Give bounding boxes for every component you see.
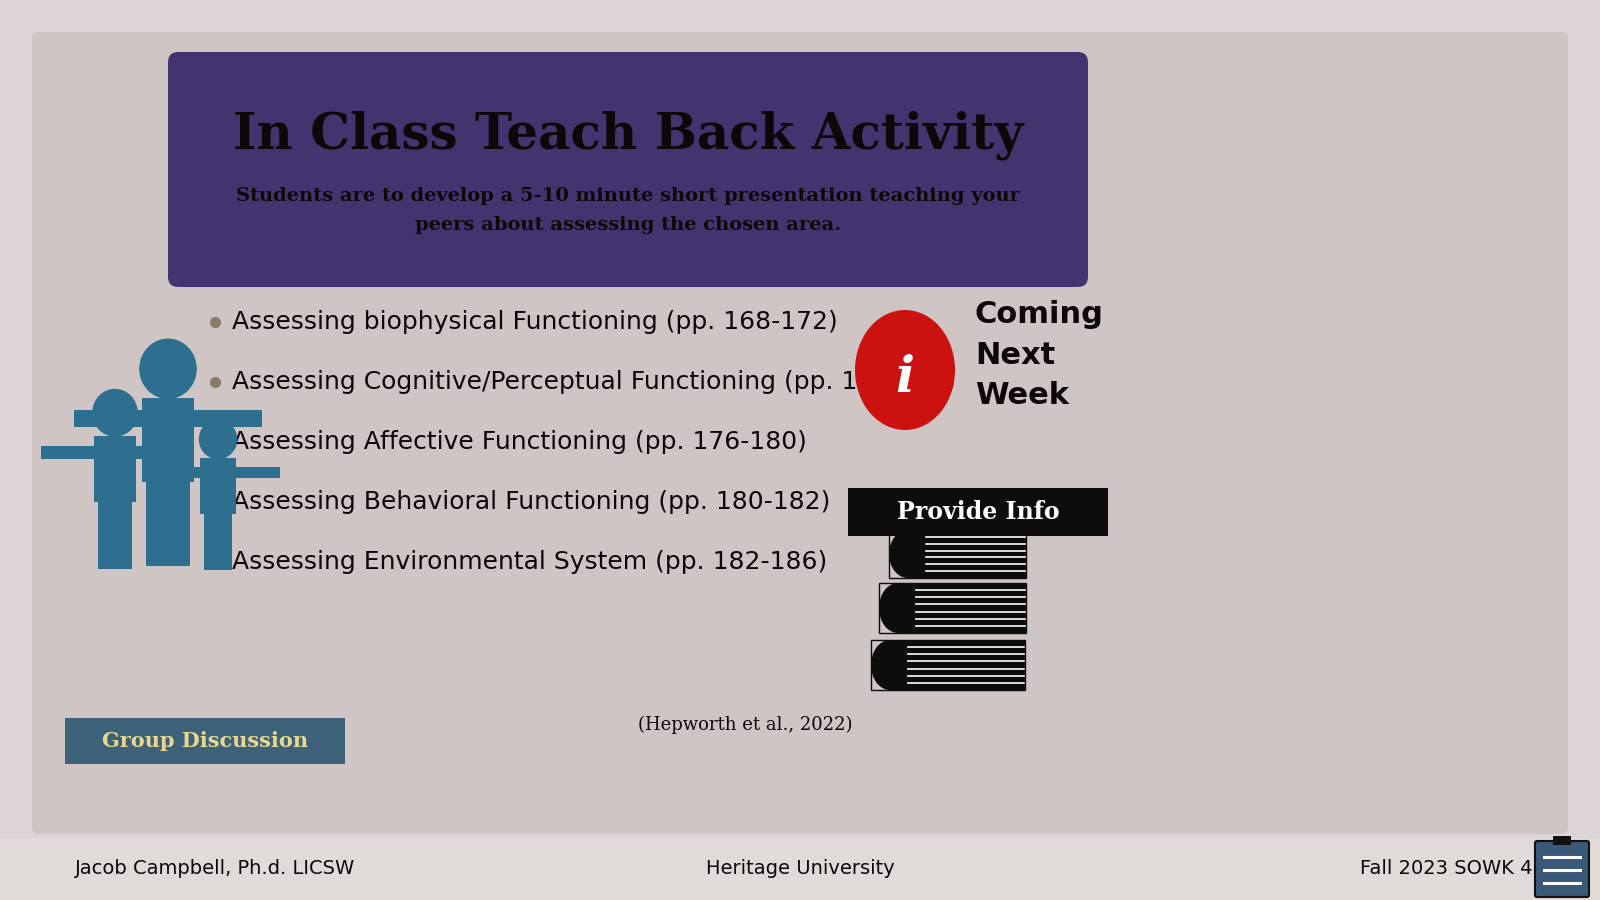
Bar bbox=[98, 502, 115, 569]
Bar bbox=[66, 718, 346, 764]
Bar bbox=[136, 446, 189, 459]
Bar bbox=[147, 482, 168, 565]
Text: (Hepworth et al., 2022): (Hepworth et al., 2022) bbox=[638, 716, 853, 734]
Text: Jacob Campbell, Ph.d. LICSW: Jacob Campbell, Ph.d. LICSW bbox=[75, 860, 355, 878]
Bar bbox=[168, 482, 189, 565]
Text: Group Discussion: Group Discussion bbox=[102, 731, 309, 751]
Text: Assessing Behavioral Functioning (pp. 180-182): Assessing Behavioral Functioning (pp. 18… bbox=[232, 490, 830, 514]
Bar bbox=[1554, 836, 1571, 845]
Bar bbox=[195, 410, 262, 427]
Bar bbox=[878, 583, 1026, 633]
Ellipse shape bbox=[93, 389, 138, 436]
Bar bbox=[218, 515, 232, 571]
Bar bbox=[0, 838, 1600, 900]
Text: Provide Info: Provide Info bbox=[896, 500, 1059, 524]
Ellipse shape bbox=[890, 530, 926, 578]
Ellipse shape bbox=[878, 583, 917, 633]
Bar bbox=[94, 436, 136, 502]
Bar bbox=[848, 488, 1107, 536]
Bar bbox=[870, 640, 1026, 690]
Bar bbox=[115, 502, 133, 569]
Bar bbox=[200, 458, 235, 515]
FancyBboxPatch shape bbox=[1534, 841, 1589, 897]
Bar bbox=[74, 410, 141, 427]
Text: Students are to develop a 5-10 minute short presentation teaching your: Students are to develop a 5-10 minute sh… bbox=[237, 187, 1019, 205]
Ellipse shape bbox=[198, 419, 237, 459]
Text: Assessing biophysical Functioning (pp. 168-172): Assessing biophysical Functioning (pp. 1… bbox=[232, 310, 838, 334]
Text: In Class Teach Back Activity: In Class Teach Back Activity bbox=[234, 111, 1022, 160]
Bar bbox=[235, 467, 280, 478]
Text: Assessing Environmental System (pp. 182-186): Assessing Environmental System (pp. 182-… bbox=[232, 550, 827, 574]
Bar bbox=[898, 583, 1026, 633]
Ellipse shape bbox=[854, 310, 955, 430]
Bar bbox=[42, 446, 94, 459]
Ellipse shape bbox=[139, 338, 197, 399]
FancyBboxPatch shape bbox=[32, 32, 1568, 834]
Bar bbox=[890, 530, 1026, 578]
FancyBboxPatch shape bbox=[168, 52, 1088, 287]
Bar bbox=[890, 640, 1026, 690]
Bar bbox=[141, 398, 194, 482]
Ellipse shape bbox=[870, 640, 909, 690]
Bar bbox=[155, 467, 200, 478]
Text: Coming
Next
Week: Coming Next Week bbox=[974, 300, 1104, 410]
Bar bbox=[909, 530, 1026, 578]
Text: Fall 2023 SOWK 486w: Fall 2023 SOWK 486w bbox=[1360, 860, 1573, 878]
Text: Heritage University: Heritage University bbox=[706, 860, 894, 878]
Text: Assessing Affective Functioning (pp. 176-180): Assessing Affective Functioning (pp. 176… bbox=[232, 430, 806, 454]
Text: Assessing Cognitive/Perceptual Functioning (pp. 172-176): Assessing Cognitive/Perceptual Functioni… bbox=[232, 370, 955, 394]
Bar bbox=[203, 515, 218, 571]
Text: peers about assessing the chosen area.: peers about assessing the chosen area. bbox=[414, 216, 842, 234]
Text: i: i bbox=[896, 354, 915, 402]
